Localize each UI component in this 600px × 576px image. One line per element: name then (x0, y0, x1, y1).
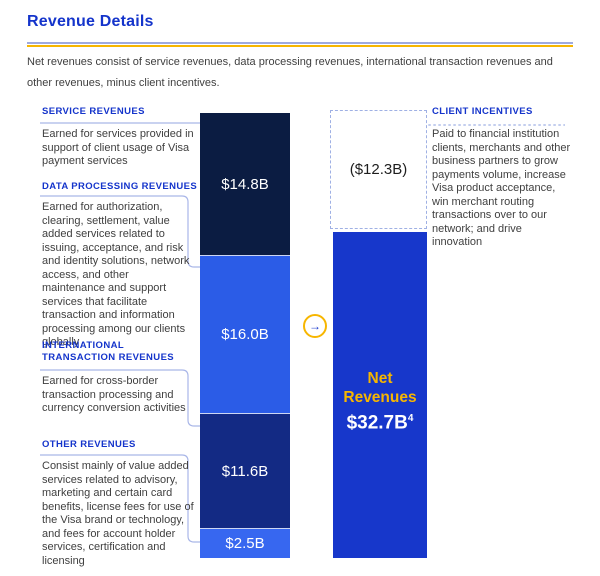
gross-revenue-stacked-bar: $14.8B $16.0B $11.6B $2.5B (200, 113, 290, 558)
net-revenues-value: $32.7B4 (347, 407, 414, 435)
page-title: Revenue Details (27, 13, 154, 30)
service-revenues-segment: $14.8B (200, 113, 290, 255)
service-revenues-description: Earned for services provided in support … (42, 128, 194, 167)
client-incentives-box: ($12.3B) (330, 110, 427, 229)
footnote-marker: 4 (407, 412, 414, 424)
other-revenues-description: Consist mainly of value added services r… (42, 460, 194, 567)
international-transaction-revenues-heading: INTERNATIONAL TRANSACTION REVENUES (42, 340, 175, 363)
net-value-text: $32.7B (346, 412, 408, 434)
data-processing-revenues-description: Earned for authorization, clearing, sett… (42, 201, 190, 348)
title-divider (27, 42, 573, 47)
client-incentives-value: ($12.3B) (349, 161, 408, 178)
international-transaction-revenues-value: $11.6B (221, 462, 269, 480)
service-revenues-value: $14.8B (221, 175, 269, 193)
client-incentives-heading: CLIENT INCENTIVES (432, 106, 533, 117)
arrow-glyph: → (309, 319, 321, 333)
other-revenues-value: $2.5B (225, 535, 265, 552)
data-processing-revenues-value: $16.0B (221, 326, 269, 343)
international-transaction-revenues-description: Earned for cross-border transaction proc… (42, 375, 186, 414)
intro-text: Net revenues consist of service revenues… (27, 56, 553, 89)
net-label-line1: Net (367, 369, 393, 387)
service-revenues-heading: SERVICE REVENUES (42, 106, 145, 117)
net-label-line2: Revenues (343, 388, 417, 406)
international-transaction-revenues-segment: $11.6B (200, 413, 290, 528)
net-revenues-bar: Net Revenues $32.7B4 (333, 232, 427, 558)
client-incentives-description: Paid to financial institution clients, m… (432, 128, 571, 248)
arrow-right-icon: → (303, 314, 327, 338)
other-revenues-segment: $2.5B (200, 528, 290, 558)
other-revenues-heading: OTHER REVENUES (42, 439, 136, 450)
data-processing-revenues-segment: $16.0B (200, 255, 290, 413)
data-processing-revenues-heading: DATA PROCESSING REVENUES (42, 181, 198, 192)
